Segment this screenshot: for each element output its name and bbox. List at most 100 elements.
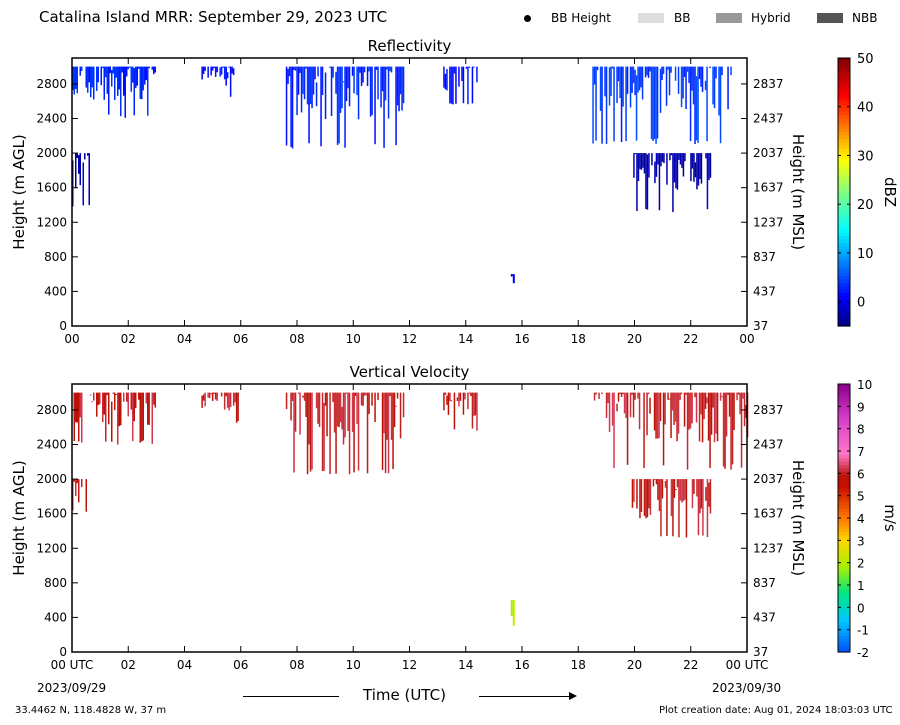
legend-label-bb: BB [674,11,691,25]
x-tick-label: 22 [683,658,698,672]
y-tick-label: 2800 [36,403,67,417]
echo-column [317,392,319,424]
echo-column [731,392,734,465]
echo-column [287,68,289,84]
echo-column [640,66,642,88]
figure-title: Catalina Island MRR: September 29, 2023 … [39,8,388,26]
echo-column [444,73,447,90]
echo-column [661,66,663,81]
echo-column [727,392,729,395]
y-right-tick-label: 837 [753,576,776,590]
echo-column [299,392,301,435]
echo-column [91,66,93,88]
echo-region [633,153,712,213]
echo-column [444,392,447,395]
echo-column [368,66,370,72]
echo-column [637,392,639,399]
echo-column [639,479,641,519]
echo-column [646,479,649,518]
echo-column [219,67,221,77]
echo-column [315,392,318,409]
colorbar-segment [838,507,850,512]
y-tick-label: 1600 [36,181,67,195]
echo-column [595,392,597,395]
colorbar-segment [838,494,850,499]
echo-column [132,392,134,442]
echo-column [324,392,327,406]
echo-column [670,153,673,156]
echo-region [593,392,749,470]
x-tick-label: 04 [177,332,192,346]
echo-column [368,392,370,415]
echo-column [659,68,662,113]
echo-column [646,392,648,436]
echo-column [610,66,612,96]
echo-column [386,66,388,70]
y-tick-label: 400 [44,610,67,624]
echo-column [459,392,462,401]
echo-column [476,66,478,83]
echo-column [691,66,693,91]
echo-column [111,70,113,87]
colorbar-segment [838,417,850,422]
colorbar-segment [838,312,850,317]
echo-column [642,153,644,168]
echo-column [456,397,459,401]
colorbar-tick-label: 10 [857,378,872,392]
echo-column [357,66,360,120]
echo-column [608,67,611,106]
echo-column [653,392,656,431]
echo-column [721,396,723,398]
echo-column [232,68,235,76]
echo-column [638,392,641,430]
colorbar-segment [838,175,850,180]
echo-column [634,69,636,96]
colorbar-segment [838,181,850,186]
echo-column [309,392,312,472]
echo-column [130,66,132,92]
colorbar-segment [838,491,850,496]
echo-column [622,66,624,107]
colorbar-tick-label: 2 [857,557,865,571]
echo-column [462,392,465,415]
echo-column [356,392,358,424]
echo-column [392,392,394,469]
echo-column [225,392,227,397]
colorbar-segment [838,461,850,465]
echo-column [611,66,614,69]
echo-column [290,392,292,421]
echo-column [697,66,699,143]
echo-column [668,66,671,96]
colorbar-segment [838,315,850,320]
echo-column [620,392,623,397]
echo-column [139,66,141,99]
echo-column [613,392,615,469]
colorbar-segment [838,554,850,559]
echo-column [656,66,659,139]
echo-column [671,392,674,411]
echo-column [640,153,643,170]
echo-regions [72,392,749,626]
echo-column [223,392,226,410]
colorbar-tick-label: 20 [857,198,874,213]
echo-column [300,66,303,113]
colorbar-segment [838,598,850,603]
echo-column [329,66,331,68]
echo-column [722,392,725,467]
echo-column [682,153,685,177]
colorbar-segment [838,585,850,589]
echo-column [115,394,117,395]
echo-column [93,66,95,100]
echo-column [339,392,342,423]
echo-column [637,66,639,93]
echo-column [712,66,714,105]
echo-column [201,66,203,80]
colorbar-segment [838,457,850,462]
y-right-tick-label: 437 [753,284,776,298]
colorbar-segment [838,578,850,583]
echo-column [210,393,212,395]
echo-column [695,392,698,423]
colorbar-segment [838,390,850,395]
echo-column [476,392,478,431]
echo-column [673,479,676,498]
